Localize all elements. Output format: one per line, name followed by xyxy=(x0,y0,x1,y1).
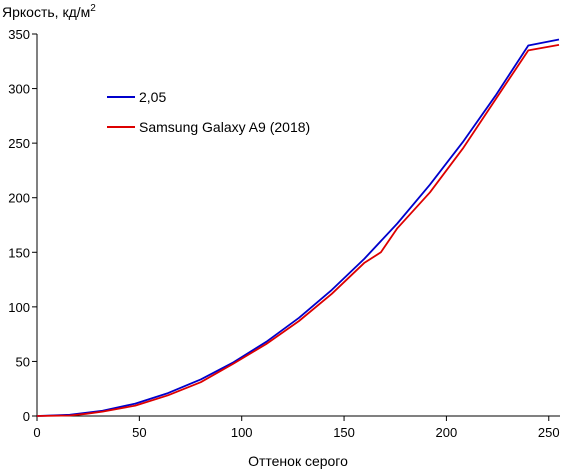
x-tick-label: 200 xyxy=(436,425,458,440)
y-tick-label: 200 xyxy=(8,191,30,206)
y-tick-label: 150 xyxy=(8,245,30,260)
x-tick-label: 150 xyxy=(333,425,355,440)
x-ticks: 0 50 100 150 200 250 xyxy=(33,416,560,440)
legend-label-2-05: 2,05 xyxy=(139,89,166,105)
y-tick-label: 350 xyxy=(8,27,30,42)
x-tick-label: 50 xyxy=(132,425,146,440)
y-tick-label: 0 xyxy=(23,409,30,424)
x-tick-label: 0 xyxy=(33,425,40,440)
x-tick-label: 250 xyxy=(538,425,560,440)
y-tick-label: 300 xyxy=(8,82,30,97)
y-axis-title: Яркость, кд/м2 xyxy=(2,3,96,20)
y-ticks: 0 50 100 150 200 250 300 350 xyxy=(8,27,37,424)
y-tick-label: 100 xyxy=(8,300,30,315)
x-axis: 0 50 100 150 200 250 xyxy=(33,415,560,440)
series-line-1 xyxy=(36,44,560,417)
y-axis: 0 50 100 150 200 250 300 350 xyxy=(8,27,38,424)
y-tick-label: 50 xyxy=(16,354,30,369)
series-group xyxy=(36,38,560,417)
y-tick-label: 250 xyxy=(8,136,30,151)
legend-label-samsung-galaxy-a9: Samsung Galaxy A9 (2018) xyxy=(139,119,310,135)
series-line-0 xyxy=(36,38,560,417)
legend: 2,05 Samsung Galaxy A9 (2018) xyxy=(107,89,310,135)
x-tick-label: 100 xyxy=(231,425,253,440)
x-axis-title: Оттенок серого xyxy=(248,453,348,469)
